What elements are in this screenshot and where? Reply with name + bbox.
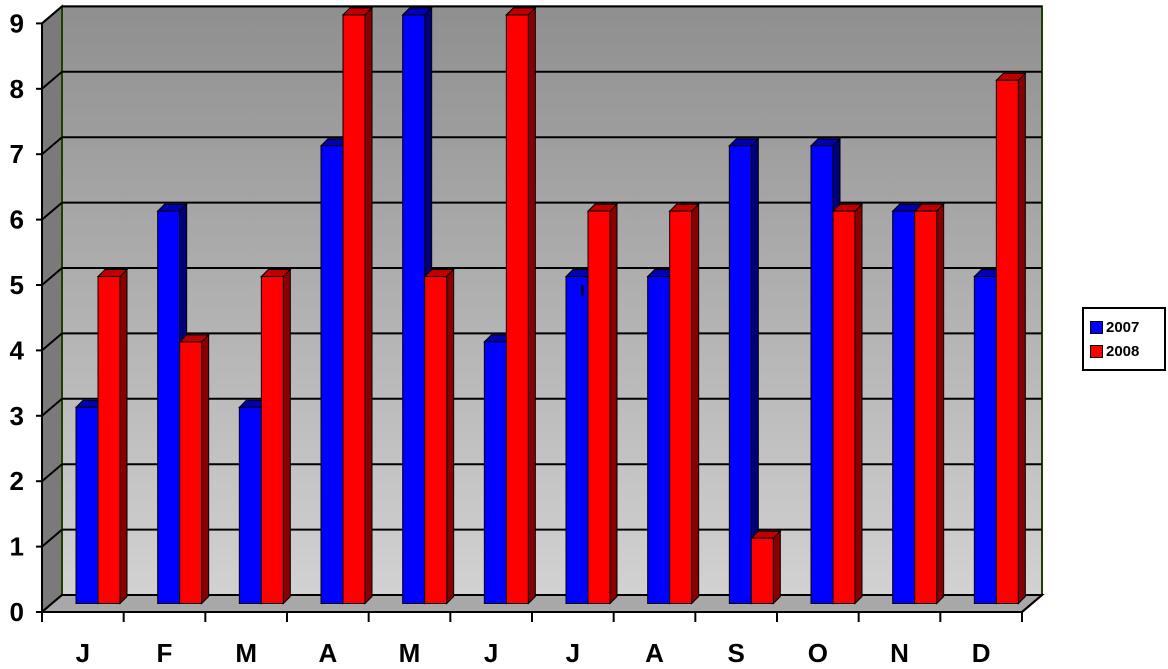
- bar-side: [772, 529, 781, 605]
- back-wall: [61, 5, 1043, 596]
- bar-side: [527, 6, 536, 605]
- gridline-side: [41, 201, 63, 221]
- bar-front: [402, 14, 426, 604]
- gridline-side: [41, 332, 63, 352]
- x-tick-label: F: [157, 638, 173, 668]
- y-tick-label: 5: [10, 270, 24, 300]
- bar-side: [691, 202, 700, 605]
- x-tick-label: O: [808, 638, 828, 668]
- bar-front: [914, 210, 938, 604]
- bar-front: [260, 276, 284, 604]
- bar-side: [936, 202, 945, 605]
- x-tick-label: J: [76, 638, 90, 668]
- bar-side: [1017, 72, 1026, 605]
- bar-2008-N: [913, 202, 945, 605]
- x-tick-label: J: [566, 638, 580, 668]
- bar-2008-D: [995, 72, 1027, 605]
- bar-front: [320, 145, 344, 604]
- bar-front: [483, 341, 507, 604]
- x-tick-label: D: [972, 638, 991, 668]
- bar-side: [282, 268, 291, 605]
- axes: [36, 22, 1043, 622]
- y-tick-label: 4: [10, 335, 25, 365]
- y-tick-label: 1: [10, 532, 24, 562]
- annotation-label: I: [580, 283, 584, 300]
- bar-front: [157, 210, 181, 604]
- bar-front: [647, 276, 671, 604]
- gridline-side: [41, 463, 63, 482]
- x-axis-depth: [1021, 594, 1043, 613]
- bar-front: [565, 276, 589, 604]
- bar-front: [587, 210, 611, 604]
- legend-item-2008: 2008: [1084, 339, 1164, 363]
- gridlines: [41, 5, 1042, 613]
- bar-front: [892, 210, 916, 604]
- bar-front: [179, 341, 203, 604]
- bar-2008-O: [831, 202, 864, 605]
- x-tick-label: S: [727, 638, 744, 668]
- bar-front: [832, 210, 856, 604]
- legend: 2007 2008: [1082, 307, 1166, 371]
- bar-2008-J: [505, 6, 537, 605]
- y-tick-label: 7: [10, 139, 24, 169]
- bar-front: [75, 406, 99, 604]
- bar-2008-S: [750, 529, 782, 605]
- legend-item-2007: 2007: [1084, 315, 1164, 339]
- y-tick-label: 9: [10, 8, 24, 38]
- x-tick-label: A: [645, 638, 664, 668]
- bar-2008-A: [668, 202, 700, 605]
- bar-2007-S: [728, 137, 760, 605]
- bar-front: [973, 276, 997, 604]
- bar-front: [728, 145, 752, 604]
- bar-side: [854, 202, 863, 605]
- legend-swatch-2008: [1090, 344, 1103, 358]
- bar-front: [342, 14, 366, 604]
- bar-side: [446, 268, 455, 605]
- bar-front: [238, 406, 262, 604]
- plot-walls: [41, 4, 1043, 615]
- bar-side: [609, 202, 618, 605]
- y-tick-label: 3: [10, 401, 24, 431]
- tick-labels: 0 1 2 3 4 5 6 7 8 9 J F M A M J J A S O N D: [10, 8, 991, 668]
- bar-2008-J: [96, 268, 129, 605]
- gridline-side: [41, 398, 63, 417]
- y-tick-label: 2: [10, 466, 24, 496]
- bar-side: [119, 268, 128, 605]
- bar-2008-F: [178, 333, 210, 605]
- bars: [74, 6, 1027, 605]
- bar-front: [505, 14, 529, 604]
- x-tick-label: A: [318, 638, 337, 668]
- legend-swatch-2007: [1090, 320, 1103, 334]
- x-tick-label: M: [399, 638, 421, 668]
- x-tick-label: N: [890, 638, 909, 668]
- y-tick-label: 6: [10, 205, 24, 235]
- bar-front: [750, 537, 774, 604]
- gridline-side: [41, 528, 63, 548]
- y-tick-label: 0: [10, 597, 24, 627]
- bar-2008-M: [423, 268, 455, 605]
- y-tick-label: 8: [10, 74, 24, 104]
- x-tick-label: M: [235, 638, 257, 668]
- gridline-side: [41, 5, 63, 25]
- gridline-side: [41, 267, 63, 286]
- gridline-side: [41, 71, 63, 90]
- legend-label-2008: 2008: [1106, 342, 1140, 360]
- x-tick-label: J: [484, 638, 498, 668]
- bar-side: [364, 6, 373, 605]
- bar-front: [810, 145, 834, 604]
- bar-front: [424, 276, 448, 604]
- bar-front: [669, 210, 693, 604]
- gridline-side: [41, 136, 63, 155]
- side-wall: [41, 4, 63, 615]
- legend-label-2007: 2007: [1106, 318, 1140, 336]
- bar-2008-A: [341, 6, 374, 605]
- bar-2008-J: [586, 202, 619, 605]
- bar-front: [97, 276, 121, 604]
- bar-2008-M: [260, 268, 292, 605]
- bar-side: [201, 333, 210, 605]
- bar-front: [995, 79, 1019, 605]
